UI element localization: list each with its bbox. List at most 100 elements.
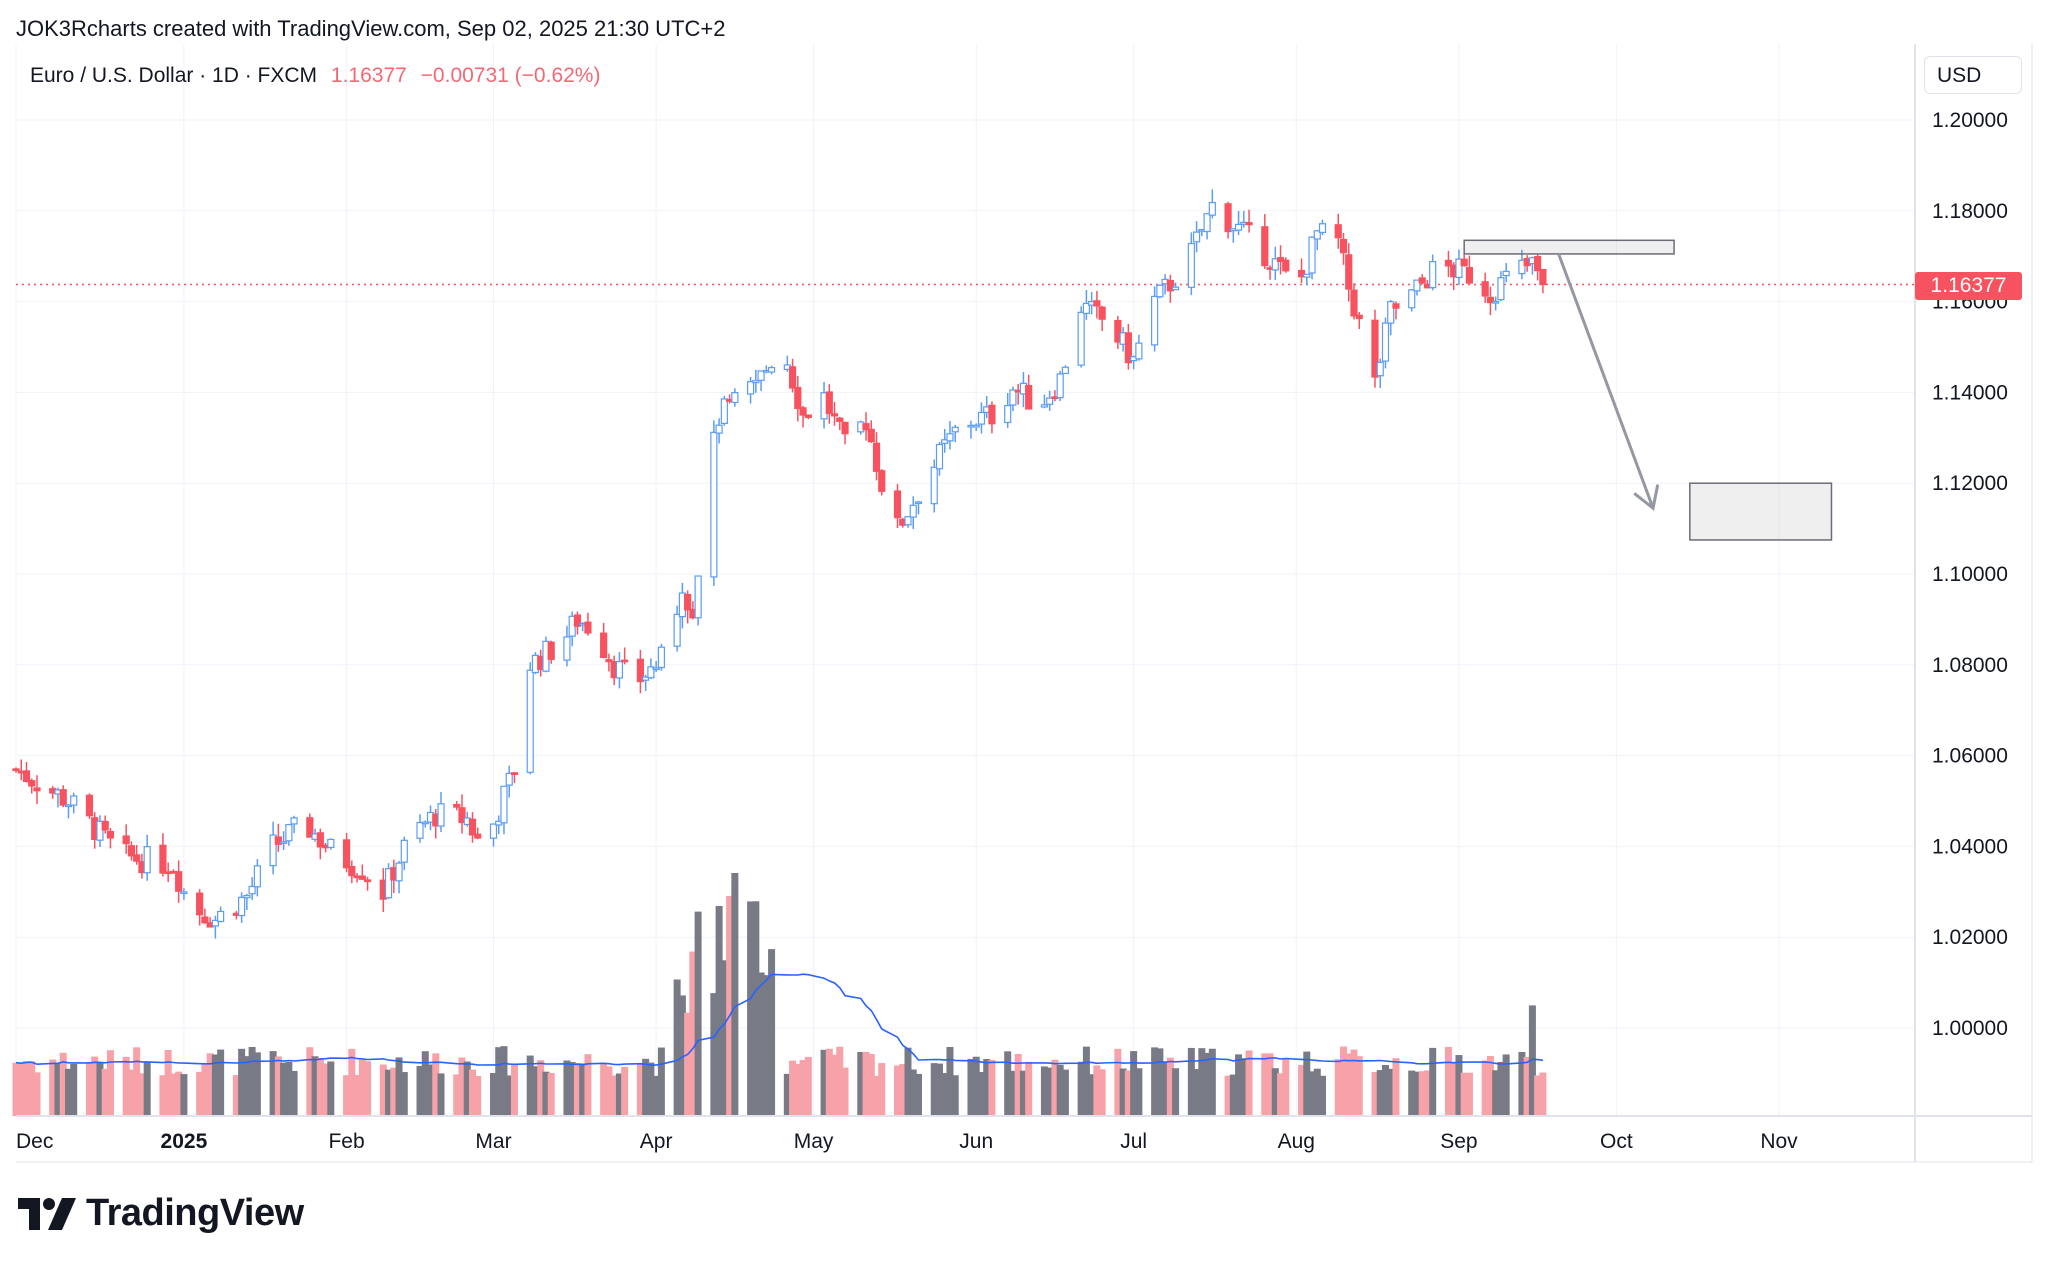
candle-body bbox=[101, 820, 109, 831]
candle-body bbox=[1355, 314, 1363, 320]
candle-body bbox=[794, 386, 802, 410]
volume-bar bbox=[348, 1048, 356, 1116]
candle-body bbox=[830, 413, 839, 417]
volume-bar bbox=[427, 1064, 435, 1116]
candle-body bbox=[1418, 277, 1426, 284]
volume-bar bbox=[1523, 1056, 1531, 1116]
candle-body bbox=[1077, 311, 1085, 366]
candle-body bbox=[453, 803, 461, 808]
candle-body bbox=[1009, 389, 1017, 406]
candle-body bbox=[474, 833, 482, 839]
volume-bar bbox=[1056, 1064, 1064, 1116]
volume-bar bbox=[1172, 1068, 1180, 1116]
x-tick-label: Sep bbox=[1440, 1130, 1477, 1153]
volume-bar bbox=[1481, 1060, 1489, 1116]
volume-bar bbox=[967, 1058, 975, 1116]
candle-body bbox=[348, 866, 356, 877]
volume-bar bbox=[510, 1064, 518, 1116]
chart-axes: 1.200001.180001.160001.140001.120001.100… bbox=[16, 44, 2033, 1163]
volume-bar bbox=[416, 1065, 424, 1116]
volume-bar bbox=[159, 1075, 167, 1116]
volume-bar bbox=[1130, 1051, 1138, 1116]
volume-bar bbox=[904, 1047, 912, 1116]
volume-bar bbox=[610, 1075, 618, 1116]
volume-bar bbox=[1334, 1059, 1342, 1116]
currency-button[interactable]: USD bbox=[1924, 56, 2022, 94]
volume-bar bbox=[1518, 1052, 1526, 1116]
volume-bar bbox=[106, 1050, 114, 1116]
candle-body bbox=[342, 839, 351, 869]
candle-body bbox=[600, 632, 608, 659]
candle-body bbox=[133, 854, 141, 862]
candle-body bbox=[1392, 303, 1400, 309]
candle-body bbox=[505, 772, 513, 786]
candle-body bbox=[1492, 300, 1500, 304]
candle-body bbox=[951, 426, 959, 433]
candle-body bbox=[1518, 259, 1526, 275]
candle-body bbox=[358, 875, 366, 880]
symbol-legend[interactable]: Euro / U.S. Dollar · 1D · FXCM 1.16377 −… bbox=[30, 64, 600, 88]
candle-body bbox=[1486, 296, 1495, 304]
volume-bar bbox=[54, 1062, 62, 1116]
candle-body bbox=[893, 490, 902, 519]
volume-bar bbox=[364, 1061, 372, 1116]
candle-body bbox=[1203, 213, 1211, 233]
volume-bar bbox=[1240, 1058, 1248, 1116]
candle-body bbox=[316, 832, 324, 848]
candle-body bbox=[12, 768, 20, 772]
candle-body bbox=[841, 421, 849, 435]
candle-body bbox=[605, 659, 613, 663]
volume-bar bbox=[269, 1051, 277, 1116]
volume-bar bbox=[789, 1060, 797, 1116]
volume-bar bbox=[17, 1063, 25, 1116]
volume-bar bbox=[395, 1057, 403, 1116]
candle-body bbox=[573, 614, 582, 627]
volume-bar bbox=[977, 1071, 985, 1116]
symbol-title: Euro / U.S. Dollar · 1D · FXCM bbox=[30, 64, 318, 87]
volume-bar bbox=[647, 1062, 655, 1116]
volume-bar bbox=[101, 1068, 109, 1116]
volume-bar bbox=[1303, 1051, 1311, 1116]
y-tick-label: 1.02000 bbox=[1932, 926, 2008, 949]
candle-body bbox=[872, 442, 881, 472]
candle-body bbox=[710, 431, 718, 578]
volume-bar bbox=[615, 1073, 623, 1116]
volume-bar bbox=[731, 873, 739, 1116]
volume-bar bbox=[201, 1063, 209, 1116]
volume-bar bbox=[684, 1012, 692, 1116]
candle-body bbox=[1224, 203, 1232, 233]
volume-bar bbox=[474, 1075, 482, 1116]
volume-bar bbox=[1161, 1062, 1169, 1116]
candle-body bbox=[1534, 256, 1542, 272]
volume-bar bbox=[138, 1073, 146, 1116]
candle-body bbox=[238, 896, 246, 917]
volume-bar bbox=[180, 1074, 188, 1116]
candle-body bbox=[673, 613, 681, 647]
candle-body bbox=[122, 835, 130, 845]
candle-body bbox=[437, 803, 445, 827]
x-tick-label: Jun bbox=[959, 1130, 993, 1153]
last-price: 1.16377 bbox=[330, 64, 407, 87]
volume-bar bbox=[70, 1063, 78, 1116]
candle-body bbox=[175, 871, 183, 892]
candle-body bbox=[1308, 236, 1316, 274]
volume-bar bbox=[500, 1046, 508, 1116]
volume-bar bbox=[531, 1066, 539, 1116]
volume-bar bbox=[526, 1055, 534, 1116]
candlesticks bbox=[12, 189, 1547, 939]
volume-bar bbox=[1539, 1072, 1547, 1116]
candle-body bbox=[510, 772, 519, 776]
candle-body bbox=[1371, 319, 1379, 378]
volume-bar bbox=[1460, 1072, 1468, 1116]
volume-bar bbox=[1486, 1056, 1494, 1116]
volume-bar bbox=[316, 1058, 324, 1116]
volume-bar bbox=[1387, 1068, 1395, 1116]
tradingview-brand[interactable]: TradingView bbox=[18, 1192, 304, 1235]
volume-bar bbox=[253, 1052, 261, 1116]
candle-body bbox=[1276, 257, 1285, 263]
volume-bar bbox=[1266, 1053, 1274, 1116]
candle-body bbox=[1345, 254, 1353, 290]
volume-bar bbox=[1114, 1048, 1122, 1116]
candle-body bbox=[85, 794, 94, 817]
